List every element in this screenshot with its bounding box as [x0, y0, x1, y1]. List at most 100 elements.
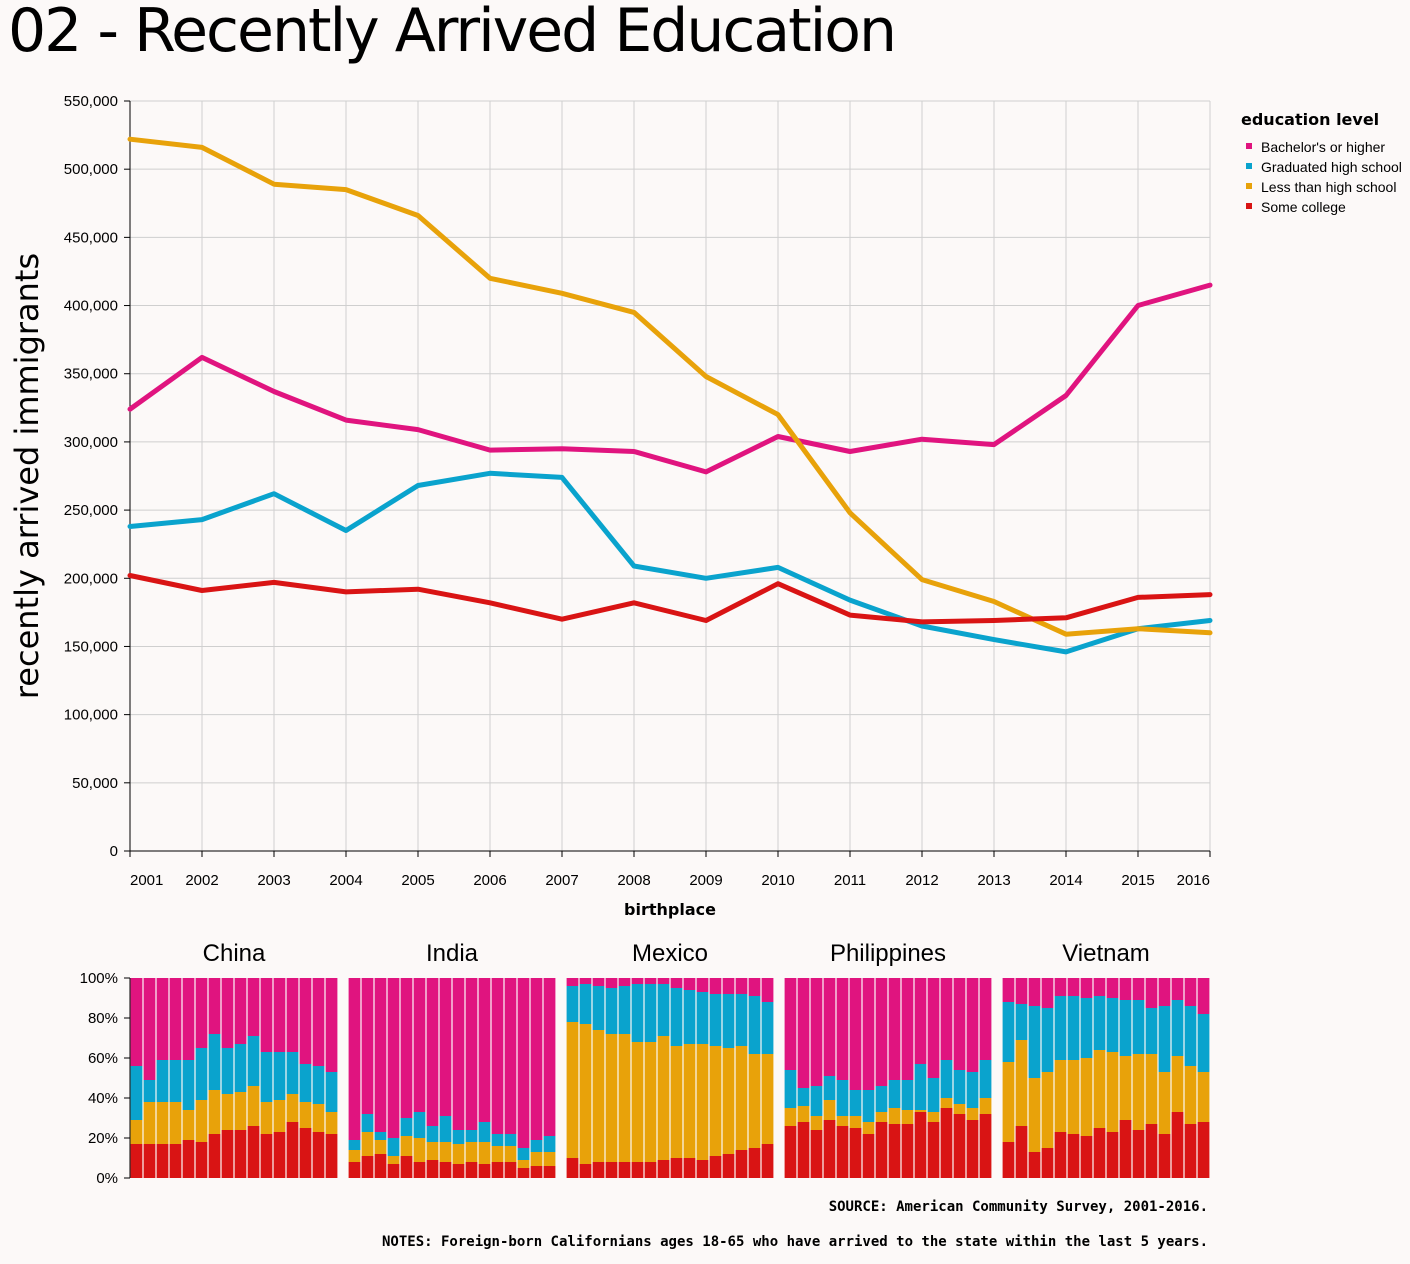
bar-india-2010-highschool — [465, 1130, 478, 1142]
facet-y-tick-label: 0% — [96, 1170, 118, 1187]
bar-vietnam-2012-somecollege — [1145, 1124, 1158, 1178]
bar-china-2005-bachelors — [182, 978, 195, 1060]
bar-india-2007-lessthan — [426, 1142, 439, 1160]
bar-india-2009-highschool — [452, 1130, 465, 1144]
x-tick-label: 2014 — [1049, 872, 1082, 889]
bar-china-2016-somecollege — [325, 1134, 338, 1178]
bar-vietnam-2009-somecollege — [1106, 1132, 1119, 1178]
bar-china-2003-somecollege — [156, 1144, 169, 1178]
facet-vietnam: Vietnam — [1002, 940, 1210, 1178]
bar-philippines-2006-lessthan — [849, 1116, 862, 1128]
bar-vietnam-2016-bachelors — [1197, 978, 1210, 1014]
bar-china-2001-lessthan — [130, 1120, 143, 1144]
bar-vietnam-2007-highschool — [1080, 998, 1093, 1058]
bar-philippines-2013-bachelors — [940, 978, 953, 1060]
bar-mexico-2011-lessthan — [696, 1044, 709, 1160]
bar-philippines-2003-bachelors — [810, 978, 823, 1086]
bar-mexico-2006-highschool — [631, 984, 644, 1042]
bar-china-2002-lessthan — [143, 1102, 156, 1144]
bar-vietnam-2007-lessthan — [1080, 1058, 1093, 1136]
legend-title: education level — [1241, 110, 1379, 129]
bar-philippines-2004-highschool — [823, 1076, 836, 1100]
bar-vietnam-2009-lessthan — [1106, 1052, 1119, 1132]
bar-philippines-2008-highschool — [875, 1086, 888, 1112]
bar-vietnam-2005-bachelors — [1054, 978, 1067, 996]
bar-philippines-2002-somecollege — [797, 1122, 810, 1178]
bar-vietnam-2004-somecollege — [1041, 1148, 1054, 1178]
y-tick-label: 450,000 — [64, 229, 118, 246]
bar-mexico-2008-lessthan — [657, 1036, 670, 1160]
y-tick-label: 300,000 — [64, 434, 118, 451]
bar-china-2005-highschool — [182, 1060, 195, 1110]
bar-india-2002-lessthan — [361, 1132, 374, 1156]
legend-label-highschool: Graduated high school — [1261, 159, 1402, 175]
bar-india-2008-somecollege — [439, 1162, 452, 1178]
bar-india-2004-bachelors — [387, 978, 400, 1138]
bar-china-2009-somecollege — [234, 1130, 247, 1178]
bar-mexico-2009-highschool — [670, 988, 683, 1046]
bar-mexico-2010-bachelors — [683, 978, 696, 990]
y-tick-label: 550,000 — [64, 93, 118, 110]
bar-vietnam-2007-somecollege — [1080, 1136, 1093, 1178]
bar-mexico-2001-highschool — [566, 986, 579, 1022]
bar-india-2012-bachelors — [491, 978, 504, 1134]
bar-india-2009-bachelors — [452, 978, 465, 1130]
bar-vietnam-2002-highschool — [1015, 1004, 1028, 1040]
bar-vietnam-2004-lessthan — [1041, 1072, 1054, 1148]
bar-china-2007-somecollege — [208, 1134, 221, 1178]
bar-mexico-2014-somecollege — [735, 1150, 748, 1178]
bar-philippines-2002-bachelors — [797, 978, 810, 1088]
bar-mexico-2010-highschool — [683, 990, 696, 1044]
bar-india-2015-somecollege — [530, 1166, 543, 1178]
bar-china-2014-lessthan — [299, 1102, 312, 1128]
bar-mexico-2013-somecollege — [722, 1154, 735, 1178]
bar-mexico-2003-bachelors — [592, 978, 605, 986]
bar-mexico-2006-bachelors — [631, 978, 644, 984]
bar-china-2016-lessthan — [325, 1112, 338, 1134]
bar-china-2001-somecollege — [130, 1144, 143, 1178]
y-tick-label: 100,000 — [64, 707, 118, 724]
bar-vietnam-2014-bachelors — [1171, 978, 1184, 1000]
bar-mexico-2006-somecollege — [631, 1162, 644, 1178]
bar-vietnam-2002-lessthan — [1015, 1040, 1028, 1126]
bar-mexico-2009-somecollege — [670, 1158, 683, 1178]
bar-mexico-2004-somecollege — [605, 1162, 618, 1178]
x-tick-label: 2002 — [185, 872, 218, 889]
bar-mexico-2005-bachelors — [618, 978, 631, 986]
bar-philippines-2014-highschool — [953, 1070, 966, 1104]
bar-china-2013-somecollege — [286, 1122, 299, 1178]
bar-india-2011-highschool — [478, 1122, 491, 1142]
bar-mexico-2012-bachelors — [709, 978, 722, 994]
bar-india-2011-somecollege — [478, 1164, 491, 1178]
x-tick-label: 2013 — [977, 872, 1010, 889]
bar-philippines-2013-lessthan — [940, 1098, 953, 1108]
facet-y-tick-label: 20% — [88, 1130, 118, 1147]
bar-vietnam-2008-bachelors — [1093, 978, 1106, 996]
x-tick-label: 2012 — [905, 872, 938, 889]
bar-mexico-2010-lessthan — [683, 1044, 696, 1158]
bar-india-2003-highschool — [374, 1132, 387, 1140]
bar-mexico-2001-bachelors — [566, 978, 579, 986]
bar-vietnam-2005-highschool — [1054, 996, 1067, 1060]
bar-mexico-2004-lessthan — [605, 1034, 618, 1162]
bar-china-2005-somecollege — [182, 1140, 195, 1178]
bar-china-2013-highschool — [286, 1052, 299, 1094]
bar-vietnam-2008-somecollege — [1093, 1128, 1106, 1178]
bar-china-2004-lessthan — [169, 1102, 182, 1144]
bar-mexico-2002-highschool — [579, 984, 592, 1024]
bar-mexico-2011-bachelors — [696, 978, 709, 992]
bar-philippines-2007-highschool — [862, 1090, 875, 1122]
bar-philippines-2005-bachelors — [836, 978, 849, 1080]
bar-mexico-2002-lessthan — [579, 1024, 592, 1164]
bar-vietnam-2009-bachelors — [1106, 978, 1119, 998]
bar-india-2016-somecollege — [543, 1166, 556, 1178]
legend-label-somecollege: Some college — [1261, 199, 1346, 215]
bar-india-2011-lessthan — [478, 1142, 491, 1164]
bar-mexico-2007-lessthan — [644, 1042, 657, 1162]
facet-y-tick-label: 60% — [88, 1050, 118, 1067]
bar-philippines-2002-highschool — [797, 1088, 810, 1106]
facet-title: Philippines — [830, 940, 946, 967]
bar-philippines-2010-lessthan — [901, 1110, 914, 1124]
bar-philippines-2016-bachelors — [979, 978, 992, 1060]
bar-philippines-2016-lessthan — [979, 1098, 992, 1114]
